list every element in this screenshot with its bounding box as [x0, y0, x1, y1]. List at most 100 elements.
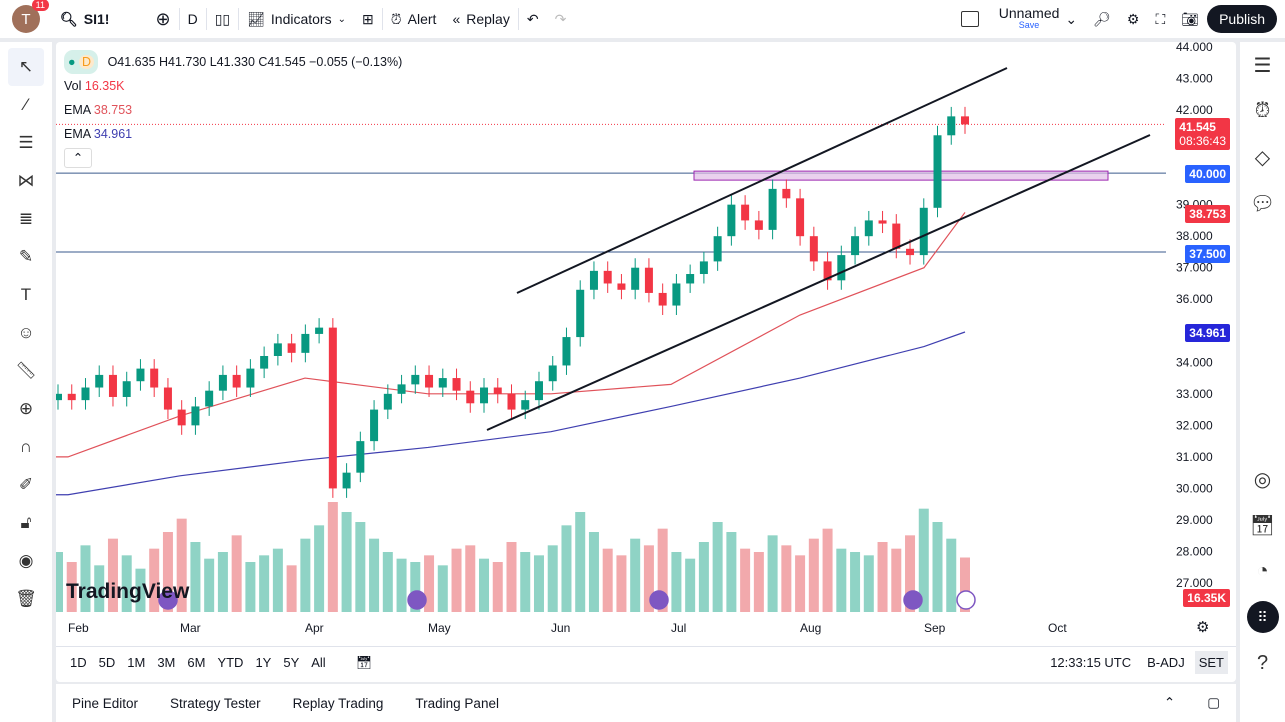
alert-button[interactable]: ⏰︎ Alert: [390, 10, 437, 28]
alerts-button[interactable]: ⏰︎: [1240, 88, 1285, 134]
collapse-panel-button[interactable]: ⌃: [1163, 695, 1176, 710]
brush-tool[interactable]: ✎: [0, 238, 52, 276]
layers-button[interactable]: ◇: [1240, 134, 1285, 180]
volume-bar: [465, 545, 476, 612]
snapshot-button[interactable]: 📷︎: [1173, 0, 1207, 38]
calendar-icon[interactable]: 📅︎: [355, 654, 373, 670]
help-button[interactable]: ?: [1240, 640, 1285, 686]
quick-search-button[interactable]: 🔎︎: [1085, 0, 1119, 38]
layout-button[interactable]: Unnamed Save ⌄: [953, 0, 1085, 38]
price-tick: 34.000: [1176, 355, 1213, 369]
volume-bar: [341, 512, 352, 612]
goto-date-button[interactable]: ⚙: [1196, 619, 1210, 636]
lock-icon: 🔓︎: [20, 513, 32, 532]
timeframe-5y[interactable]: 5Y: [283, 655, 300, 670]
candle: [754, 220, 763, 230]
apps-button[interactable]: ⠿: [1240, 594, 1285, 640]
volume-bar: [698, 542, 709, 612]
pattern-tool[interactable]: ⋈: [0, 162, 52, 200]
replay-button[interactable]: «Replay: [452, 11, 510, 27]
adjustment-toggle[interactable]: B-ADJ: [1147, 655, 1185, 670]
candle: [150, 368, 159, 388]
candle: [576, 289, 585, 338]
undo-button[interactable]: ↶: [519, 0, 547, 38]
dots-grid-icon: ⠿: [1246, 601, 1279, 633]
hide-tool[interactable]: ◉: [0, 542, 52, 580]
volume-bar: [382, 552, 393, 612]
publish-button[interactable]: Publish: [1207, 5, 1277, 33]
symbol-search[interactable]: 🔍︎ SI1!: [60, 10, 110, 28]
signals-button[interactable]: ◔: [1240, 548, 1285, 594]
chart-pane[interactable]: 44.00043.00042.00039.00038.00037.00036.0…: [56, 42, 1236, 682]
candle: [315, 327, 324, 334]
volume-bar: [795, 555, 806, 612]
compare-button[interactable]: ⊕: [147, 0, 178, 38]
time-tick: Mar: [180, 621, 201, 635]
timeframe-5d[interactable]: 5D: [98, 655, 116, 670]
maximize-panel-button[interactable]: ▢: [1207, 695, 1220, 710]
candles-icon: ▯▯: [214, 10, 231, 27]
watchlist-button[interactable]: ☰: [1240, 42, 1285, 88]
candle: [713, 236, 722, 262]
ideas-button[interactable]: ◎: [1240, 456, 1285, 502]
chart-type-button[interactable]: ▯▯: [207, 0, 238, 38]
magnet-tool[interactable]: ∩: [0, 428, 52, 466]
event-marker-icon: [956, 590, 976, 610]
alarm-icon: ⏰︎: [390, 10, 402, 27]
volume-bar: [836, 548, 847, 612]
brush-icon: ✎: [18, 247, 34, 266]
timeframe-ytd[interactable]: YTD: [217, 655, 244, 670]
tab-pine-editor[interactable]: Pine Editor: [72, 695, 139, 711]
candle: [644, 267, 653, 293]
chat-button[interactable]: 💬︎: [1240, 180, 1285, 226]
redo-button[interactable]: ↷: [547, 0, 575, 38]
trash-tool[interactable]: 🗑︎: [0, 580, 52, 618]
volume-bar: [561, 525, 572, 612]
price-chart[interactable]: 44.00043.00042.00039.00038.00037.00036.0…: [56, 42, 1236, 646]
tab-replay-trading[interactable]: Replay Trading: [292, 695, 384, 711]
stay-drawing-tool[interactable]: ✐: [0, 466, 52, 504]
timeframe-1m[interactable]: 1M: [127, 655, 146, 670]
settings-button[interactable]: ⚙: [1119, 0, 1148, 38]
fullscreen-button[interactable]: ⛶: [1147, 0, 1173, 38]
tab-strategy-tester[interactable]: Strategy Tester: [170, 695, 261, 711]
resistance-zone: [693, 170, 1109, 181]
candle: [301, 333, 310, 353]
volume-bar: [314, 525, 325, 612]
lock-tool[interactable]: 🔓︎: [0, 504, 52, 542]
templates-button[interactable]: ⊞: [354, 0, 382, 38]
timeframe-6m[interactable]: 6M: [187, 655, 206, 670]
chevron-down-icon: ⌄: [1065, 10, 1078, 27]
price-tick: 43.000: [1176, 72, 1213, 86]
text-tool[interactable]: T: [0, 276, 52, 314]
volume-label: 16.35K: [1183, 589, 1230, 607]
list-icon: ☰: [1253, 54, 1272, 77]
tab-trading-panel[interactable]: Trading Panel: [415, 695, 499, 711]
cursor-tool[interactable]: ↖: [8, 48, 44, 86]
fib-tool[interactable]: ≣: [0, 200, 52, 238]
calendar-button[interactable]: 📅︎: [1240, 502, 1285, 548]
magnet-icon: ∩: [19, 437, 33, 456]
ema1-line: [56, 212, 966, 458]
candle: [672, 283, 681, 306]
interval-button[interactable]: D: [187, 11, 198, 27]
clock-readout[interactable]: 12:33:15 UTC: [1050, 655, 1132, 670]
session-toggle[interactable]: SET: [1194, 651, 1228, 674]
timeframe-1y[interactable]: 1Y: [255, 655, 272, 670]
horizontal-lines-tool[interactable]: ☰: [0, 124, 52, 162]
lower-trendline: [486, 134, 1151, 431]
timeframe-all[interactable]: All: [311, 655, 326, 670]
timeframe-3m[interactable]: 3M: [157, 655, 176, 670]
zoom-tool[interactable]: ⊕: [0, 390, 52, 428]
timeframe-1d[interactable]: 1D: [70, 655, 87, 670]
trendline-tool[interactable]: ⁄: [0, 86, 52, 124]
indicators-button[interactable]: 📈︎ Indicators ⌄: [247, 10, 346, 28]
avatar[interactable]: T 11: [12, 0, 49, 33]
emoji-tool[interactable]: ☺: [0, 314, 52, 352]
volume-bar: [643, 545, 654, 612]
collapse-legend-button[interactable]: ⌃: [64, 148, 92, 168]
measure-tool[interactable]: 📏︎: [0, 352, 52, 390]
volume-bar: [204, 558, 215, 612]
camera-icon: 📷︎: [1181, 10, 1200, 27]
volume-bar: [808, 538, 819, 612]
